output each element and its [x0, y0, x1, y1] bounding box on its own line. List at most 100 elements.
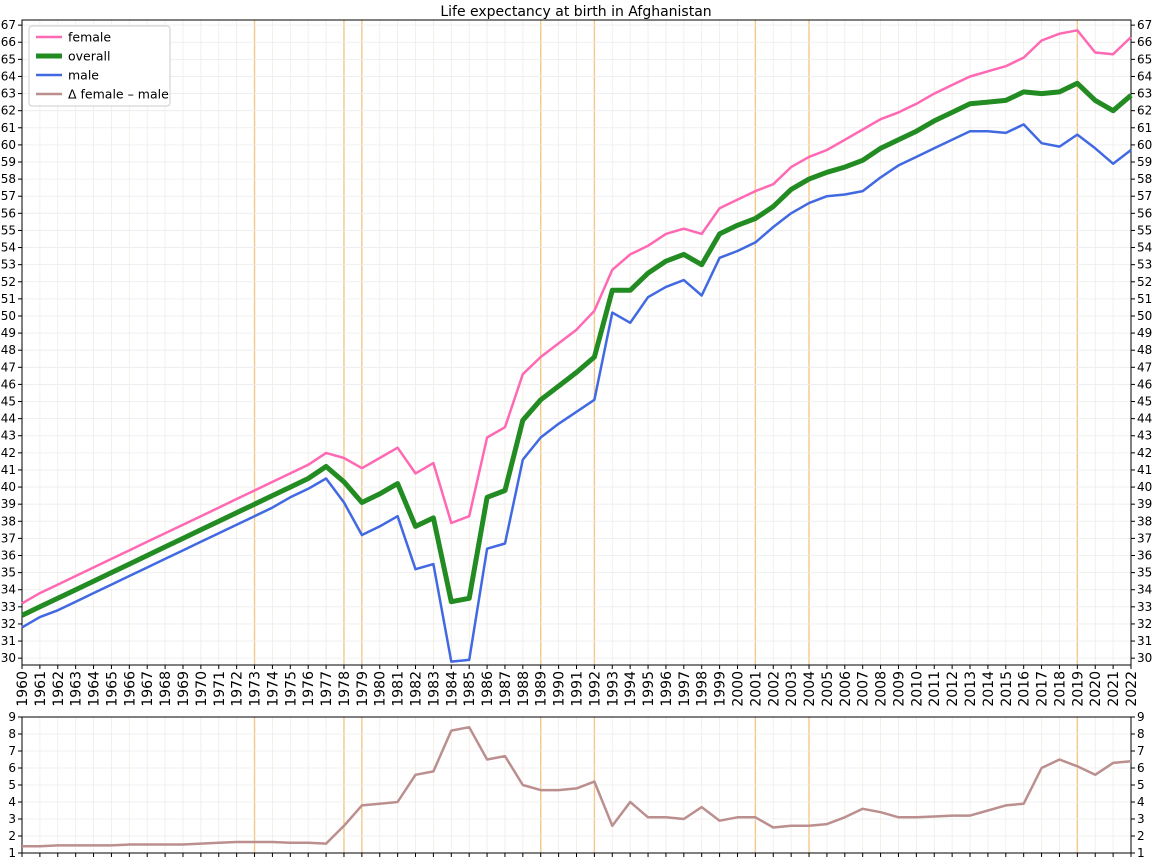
upper-ytick-label: 47: [1137, 360, 1152, 374]
upper-ytick-label: 35: [1137, 566, 1152, 580]
xtick-label-2012: 2012: [945, 671, 961, 707]
xtick-label-1984: 1984: [444, 671, 460, 707]
upper-ytick-label: 66: [1, 35, 16, 49]
xtick-label-2003: 2003: [784, 671, 800, 707]
upper-ytick-label: 34: [1, 583, 16, 597]
xtick-label-1981: 1981: [391, 671, 407, 707]
xtick-label-1992: 1992: [587, 671, 603, 707]
upper-ytick-label: 51: [1, 292, 16, 306]
upper-ytick-label: 56: [1, 206, 16, 220]
upper-ytick-label: 48: [1137, 343, 1152, 357]
upper-ytick-label: 44: [1, 412, 16, 426]
upper-ytick-label: 63: [1, 87, 16, 101]
xtick-label-1962: 1962: [51, 671, 67, 707]
upper-ytick-label: 34: [1137, 583, 1152, 597]
upper-ytick-label: 62: [1, 104, 16, 118]
lower-ytick-label: 7: [1137, 744, 1145, 758]
upper-ytick-label: 45: [1, 395, 16, 409]
xtick-label-1993: 1993: [605, 671, 621, 707]
upper-ytick-label: 60: [1, 138, 16, 152]
chart-title: Life expectancy at birth in Afghanistan: [440, 4, 711, 20]
upper-ytick-label: 54: [1, 241, 16, 255]
series-line-female-male: [22, 725, 1132, 848]
xtick-label-2008: 2008: [874, 671, 890, 707]
lower-ytick-label: 6: [1137, 761, 1145, 775]
lower-ytick-label: 9: [1137, 710, 1145, 724]
upper-ytick-label: 39: [1, 497, 16, 511]
series-line-overall: [20, 80, 1133, 618]
xtick-label-1977: 1977: [319, 671, 335, 707]
upper-ytick-label: 59: [1, 155, 16, 169]
upper-ytick-label: 50: [1137, 309, 1152, 323]
series-line-female: [21, 29, 1132, 605]
upper-ytick-label: 57: [1, 189, 16, 203]
upper-ytick-label: 61: [1137, 121, 1152, 135]
lower-ytick-label: 7: [8, 744, 16, 758]
xtick-label-1980: 1980: [373, 671, 389, 707]
xtick-label-1986: 1986: [480, 671, 496, 707]
xtick-label-1976: 1976: [301, 671, 317, 707]
xtick-label-2009: 2009: [891, 671, 907, 707]
upper-ytick-label: 33: [1, 600, 16, 614]
xtick-label-2005: 2005: [820, 671, 836, 707]
upper-ytick-label: 42: [1, 446, 16, 460]
xtick-label-1963: 1963: [69, 671, 85, 707]
lower-ytick-label: 4: [1137, 795, 1145, 809]
upper-ytick-label: 33: [1137, 600, 1152, 614]
xtick-label-2018: 2018: [1052, 671, 1068, 707]
lower-ytick-label: 6: [8, 761, 16, 775]
xtick-label-1975: 1975: [283, 671, 299, 707]
xtick-label-2016: 2016: [1017, 671, 1033, 707]
upper-ytick-label: 55: [1137, 223, 1152, 237]
upper-ytick-label: 51: [1137, 292, 1152, 306]
lower-ytick-label: 2: [8, 829, 16, 843]
upper-ytick-label: 40: [1, 480, 16, 494]
upper-ytick-label: 56: [1137, 206, 1152, 220]
upper-ytick-label: 57: [1137, 189, 1152, 203]
xtick-label-1961: 1961: [33, 671, 49, 707]
xtick-label-1996: 1996: [659, 671, 675, 707]
upper-ytick-label: 49: [1, 326, 16, 340]
lower-ytick-label: 8: [1137, 727, 1145, 741]
upper-ytick-label: 42: [1137, 446, 1152, 460]
upper-ytick-label: 48: [1, 343, 16, 357]
upper-ytick-label: 37: [1, 531, 16, 545]
xtick-label-1960: 1960: [15, 671, 31, 707]
xtick-label-1997: 1997: [677, 671, 693, 707]
xtick-label-2006: 2006: [838, 671, 854, 707]
xtick-label-1974: 1974: [265, 671, 281, 707]
upper-ytick-label: 36: [1, 549, 16, 563]
upper-ytick-label: 31: [1137, 634, 1152, 648]
upper-ytick-label: 30: [1137, 651, 1152, 665]
upper-ytick-label: 60: [1137, 138, 1152, 152]
upper-ytick-label: 50: [1, 309, 16, 323]
xtick-label-1979: 1979: [355, 671, 371, 707]
xtick-label-1995: 1995: [641, 671, 657, 707]
upper-ytick-label: 31: [1, 634, 16, 648]
upper-ytick-label: 64: [1137, 69, 1152, 83]
legend-label: female: [68, 30, 111, 45]
xtick-label-1983: 1983: [426, 671, 442, 707]
upper-ytick-label: 43: [1137, 429, 1152, 443]
xtick-label-2011: 2011: [927, 671, 943, 707]
xtick-label-2022: 2022: [1124, 671, 1140, 707]
upper-ytick-label: 45: [1137, 395, 1152, 409]
upper-ytick-label: 40: [1137, 480, 1152, 494]
upper-ytick-label: 36: [1137, 549, 1152, 563]
xtick-label-1999: 1999: [713, 671, 729, 707]
xtick-label-1968: 1968: [158, 671, 174, 707]
xtick-label-1964: 1964: [87, 671, 103, 707]
xtick-label-2001: 2001: [748, 671, 764, 707]
upper-ytick-label: 58: [1137, 172, 1152, 186]
xtick-label-1971: 1971: [212, 671, 228, 707]
xtick-label-2007: 2007: [856, 671, 872, 707]
legend: female overall male Δ female – male: [28, 25, 171, 107]
upper-ytick-label: 66: [1137, 35, 1152, 49]
xtick-label-1970: 1970: [194, 671, 210, 707]
lower-ytick-label: 3: [1137, 812, 1145, 826]
lower-ytick-label: 2: [1137, 829, 1145, 843]
xtick-label-1978: 1978: [337, 671, 353, 707]
lower-plot-panel: 1 1 2 2 3 3 4 4 5 5 6 6 7 7 8 8 9 9: [8, 710, 1144, 860]
upper-ytick-label: 62: [1137, 104, 1152, 118]
